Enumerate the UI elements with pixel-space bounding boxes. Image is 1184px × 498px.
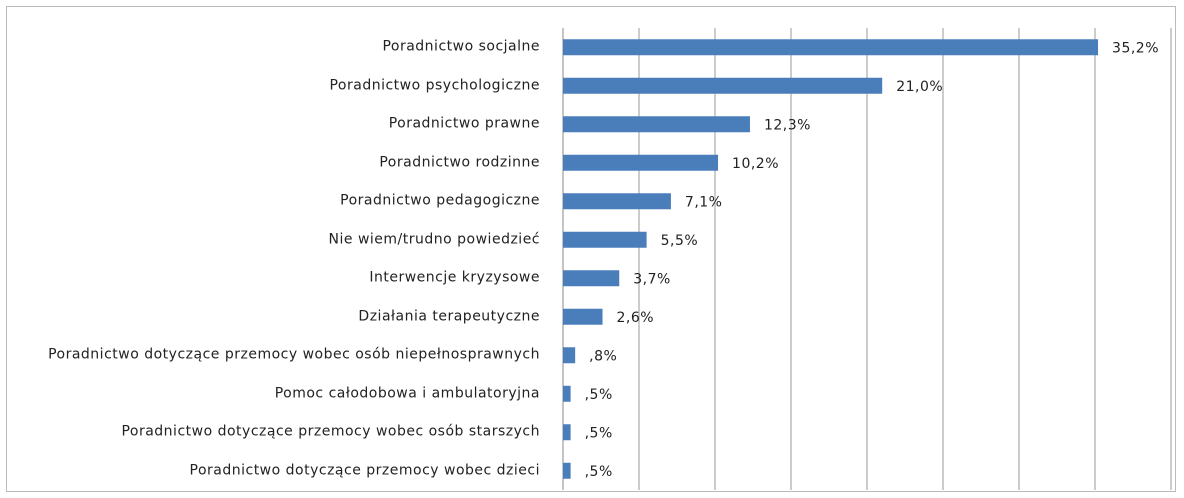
bar [563,270,620,287]
category-label: Poradnictwo psychologiczne [20,77,540,94]
value-label: 2,6% [617,310,655,326]
bar [563,385,571,402]
value-label: 7,1% [685,194,723,210]
bar [563,39,1099,56]
category-text: Poradnictwo socjalne [382,38,540,55]
bar [563,154,719,171]
category-text: Poradnictwo pedagogiczne [340,192,540,209]
category-label: Poradnictwo dotyczące przemocy wobec osó… [20,347,540,364]
value-label: ,5% [585,387,613,403]
bar [563,193,671,210]
value-label: 10,2% [732,156,779,172]
bar [563,231,647,248]
category-text: Nie wiem/trudno powiedzieć [328,231,540,248]
category-label: Poradnictwo prawne [20,116,540,133]
bar [563,462,571,479]
category-label: Działania terapeutyczne [20,308,540,325]
category-label: Poradnictwo dotyczące przemocy wobec dzi… [20,462,540,479]
value-label: ,8% [589,348,617,364]
category-label: Pomoc całodobowa i ambulatoryjna [20,385,540,402]
category-label: Interwencje kryzysowe [20,270,540,287]
category-text: Poradnictwo prawne [388,115,540,132]
chart-frame [6,6,1176,492]
category-label: Nie wiem/trudno powiedzieć [20,231,540,248]
bar [563,347,576,364]
value-label: ,5% [585,464,613,480]
category-text: Pomoc całodobowa i ambulatoryjna [274,385,540,402]
category-text: Interwencje kryzysowe [369,269,540,286]
bar [563,77,883,94]
category-text: Poradnictwo dotyczące przemocy wobec osó… [121,423,540,440]
category-label: Poradnictwo socjalne [20,39,540,56]
value-label: 5,5% [661,233,699,249]
category-text: Poradnictwo dotyczące przemocy wobec dzi… [189,462,540,479]
category-text: Poradnictwo dotyczące przemocy wobec osó… [48,346,540,363]
category-text: Poradnictwo psychologiczne [329,77,540,94]
value-label: 35,2% [1112,40,1159,56]
value-label: 3,7% [633,271,671,287]
value-label: ,5% [585,425,613,441]
category-label: Poradnictwo dotyczące przemocy wobec osó… [20,424,540,441]
category-label: Poradnictwo rodzinne [20,154,540,171]
bar [563,424,571,441]
value-label: 12,3% [764,117,811,133]
bar [563,116,750,133]
value-label: 21,0% [896,79,943,95]
bar [563,308,603,325]
category-text: Działania terapeutyczne [358,308,540,325]
category-label: Poradnictwo pedagogiczne [20,193,540,210]
category-text: Poradnictwo rodzinne [379,154,540,171]
